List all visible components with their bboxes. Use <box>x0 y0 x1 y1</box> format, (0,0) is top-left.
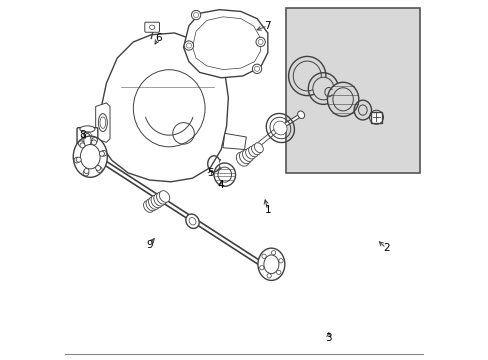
Circle shape <box>83 170 89 176</box>
Circle shape <box>91 140 96 145</box>
FancyBboxPatch shape <box>285 8 419 173</box>
Circle shape <box>255 37 265 46</box>
Circle shape <box>96 166 101 171</box>
Ellipse shape <box>218 167 231 182</box>
Ellipse shape <box>239 151 251 164</box>
Ellipse shape <box>148 197 159 210</box>
Text: 9: 9 <box>146 239 152 249</box>
Circle shape <box>78 141 84 147</box>
Ellipse shape <box>358 105 366 115</box>
Circle shape <box>266 274 271 278</box>
Text: 7: 7 <box>264 21 270 31</box>
Circle shape <box>184 41 193 50</box>
Ellipse shape <box>185 214 199 229</box>
Ellipse shape <box>297 111 304 118</box>
Text: 2: 2 <box>382 243 388 253</box>
Ellipse shape <box>236 152 248 166</box>
Ellipse shape <box>258 248 285 280</box>
Ellipse shape <box>264 255 278 274</box>
FancyBboxPatch shape <box>370 112 382 123</box>
Text: 8: 8 <box>79 130 85 140</box>
FancyBboxPatch shape <box>144 22 159 32</box>
Circle shape <box>74 157 80 163</box>
Text: 5: 5 <box>207 168 213 178</box>
Text: 3: 3 <box>325 333 331 343</box>
Ellipse shape <box>143 201 154 212</box>
Text: 6: 6 <box>155 33 162 43</box>
Ellipse shape <box>98 114 107 132</box>
Ellipse shape <box>80 144 100 169</box>
Circle shape <box>278 258 283 263</box>
Text: 4: 4 <box>218 180 224 190</box>
Ellipse shape <box>248 146 258 157</box>
Circle shape <box>259 266 264 270</box>
Circle shape <box>276 270 280 274</box>
Ellipse shape <box>214 163 235 186</box>
Circle shape <box>99 151 104 156</box>
Circle shape <box>76 157 81 162</box>
Ellipse shape <box>156 192 167 204</box>
Circle shape <box>271 251 275 255</box>
Ellipse shape <box>273 121 286 135</box>
Circle shape <box>262 254 265 258</box>
Circle shape <box>252 64 261 73</box>
Ellipse shape <box>254 143 263 153</box>
FancyBboxPatch shape <box>77 128 98 153</box>
Polygon shape <box>96 103 110 142</box>
Ellipse shape <box>151 195 162 208</box>
Polygon shape <box>183 10 267 78</box>
Ellipse shape <box>332 88 353 111</box>
Circle shape <box>92 138 97 143</box>
Polygon shape <box>223 134 246 149</box>
Ellipse shape <box>80 126 95 132</box>
Circle shape <box>80 143 85 148</box>
Polygon shape <box>99 33 228 182</box>
Ellipse shape <box>327 82 358 116</box>
Ellipse shape <box>251 144 260 155</box>
Ellipse shape <box>312 77 333 100</box>
Ellipse shape <box>245 148 255 159</box>
Ellipse shape <box>293 61 321 91</box>
Ellipse shape <box>159 191 169 202</box>
Circle shape <box>96 167 102 172</box>
Ellipse shape <box>242 149 253 161</box>
Circle shape <box>191 10 201 20</box>
Ellipse shape <box>73 136 107 177</box>
Ellipse shape <box>146 199 156 211</box>
Circle shape <box>84 168 89 174</box>
Circle shape <box>101 150 106 156</box>
Text: 1: 1 <box>264 206 270 216</box>
Ellipse shape <box>154 194 164 206</box>
